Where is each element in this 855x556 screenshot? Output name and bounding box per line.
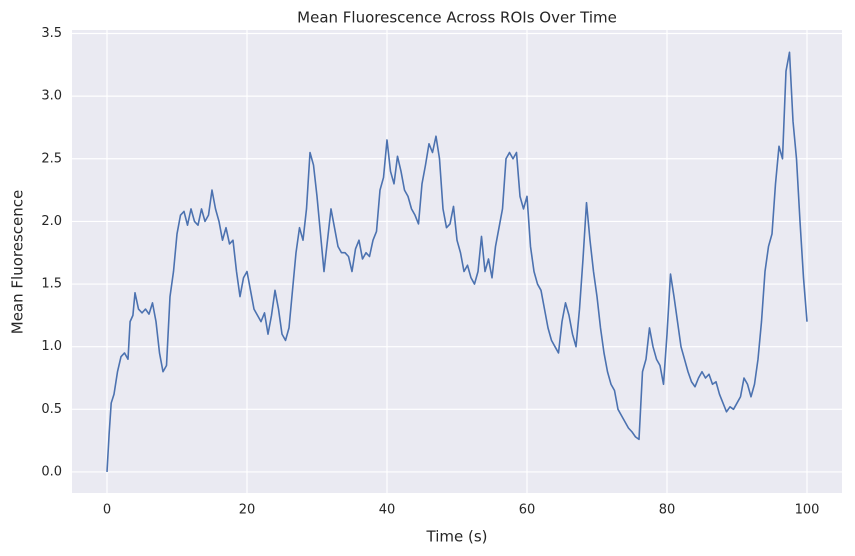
data-line xyxy=(106,51,808,472)
y-tick-label: 2.5 xyxy=(41,151,62,166)
y-tick-label: 3.5 xyxy=(41,26,62,41)
x-tick-label: 100 xyxy=(795,503,820,518)
plot-area xyxy=(72,30,842,493)
y-tick-label: 1.0 xyxy=(41,339,62,354)
x-tick-label: 0 xyxy=(103,503,111,518)
x-tick-label: 60 xyxy=(519,503,536,518)
y-tick-label: 0.0 xyxy=(41,464,62,479)
x-tick-label: 20 xyxy=(239,503,256,518)
y-tick-label: 2.0 xyxy=(41,214,62,229)
chart-title: Mean Fluorescence Across ROIs Over Time xyxy=(297,9,617,27)
x-axis-label: Time (s) xyxy=(426,528,488,546)
y-tick-label: 1.5 xyxy=(41,277,62,292)
x-tick-label: 40 xyxy=(379,503,396,518)
y-tick-label: 3.0 xyxy=(41,89,62,104)
y-tick-label: 0.5 xyxy=(41,402,62,417)
x-tick-label: 80 xyxy=(659,503,676,518)
y-axis-label: Mean Fluorescence xyxy=(9,190,27,334)
